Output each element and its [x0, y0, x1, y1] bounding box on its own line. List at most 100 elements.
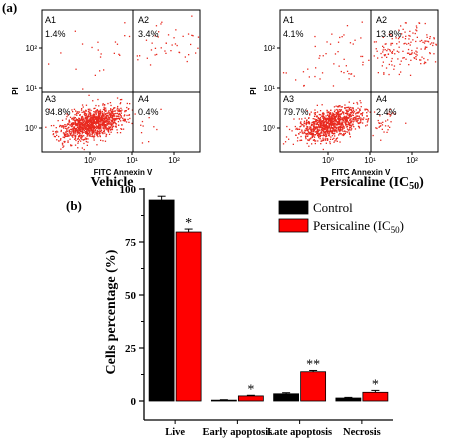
flow-event	[104, 125, 106, 127]
flow-event	[113, 116, 115, 118]
flow-event	[339, 115, 341, 117]
flow-event	[89, 108, 91, 110]
flow-event	[313, 135, 315, 137]
flow-event	[85, 128, 87, 130]
flow-event	[386, 56, 388, 58]
flow-event	[67, 141, 69, 143]
flow-event	[136, 55, 138, 57]
flow-event	[100, 129, 102, 132]
flow-event	[112, 112, 114, 114]
flow-event	[77, 122, 79, 124]
flow-event	[123, 115, 125, 117]
flow-event	[347, 110, 349, 113]
flow-event	[308, 123, 310, 125]
legend-swatch	[278, 218, 309, 233]
flow-event	[322, 119, 325, 122]
flow-event	[104, 140, 107, 142]
flow-event	[81, 111, 83, 113]
flow-event	[360, 55, 362, 58]
flow-event	[329, 142, 331, 145]
flow-event	[319, 124, 322, 126]
flow-event	[331, 123, 333, 125]
flow-event	[329, 123, 332, 125]
flow-event	[72, 134, 74, 136]
flow-event	[345, 120, 347, 122]
flow-event	[387, 53, 390, 55]
flow-event	[311, 121, 314, 123]
flow-event	[318, 120, 320, 122]
flow-event	[75, 110, 77, 112]
flow-event	[113, 107, 115, 110]
flow-event	[411, 52, 413, 54]
flow-event	[72, 118, 74, 120]
flow-event	[91, 119, 93, 121]
flow-event	[354, 128, 357, 130]
flow-event	[342, 111, 344, 113]
flow-event	[82, 88, 84, 90]
flow-event	[81, 147, 83, 149]
flow-event	[401, 33, 403, 35]
flow-event	[320, 118, 322, 120]
flow-event	[93, 128, 95, 130]
flow-event	[337, 41, 340, 43]
flow-event	[322, 148, 324, 151]
flow-event	[103, 122, 105, 124]
flow-event	[79, 118, 81, 120]
flow-event	[343, 121, 345, 123]
flow-event	[312, 128, 315, 130]
flow-event	[382, 51, 384, 53]
flow-event	[325, 115, 327, 117]
flow-event	[337, 106, 339, 108]
flow-event	[100, 125, 102, 128]
flow-event	[106, 118, 108, 120]
flow-event	[124, 120, 126, 122]
flow-event	[327, 114, 329, 116]
flow-event	[305, 138, 307, 140]
flow-event	[333, 127, 335, 129]
flow-event	[74, 131, 76, 133]
flow-event	[88, 126, 90, 128]
flow-event	[81, 134, 83, 136]
quadrant-id: A4	[138, 94, 149, 104]
flow-event	[387, 48, 389, 50]
flow-x-tick-label: 10¹	[126, 156, 138, 165]
flow-event	[318, 125, 320, 127]
flow-event	[339, 117, 342, 119]
flow-event	[92, 120, 94, 122]
flow-event	[70, 124, 72, 126]
flow-event	[80, 128, 83, 130]
flow-event	[331, 33, 333, 35]
flow-event	[306, 128, 308, 130]
quadrant-id: A4	[376, 94, 387, 104]
flow-event	[348, 122, 351, 124]
flow-event	[120, 115, 122, 117]
flow-event	[336, 137, 339, 139]
flow-event	[85, 120, 87, 122]
flow-event	[322, 121, 324, 124]
flow-event	[306, 119, 308, 122]
flow-event	[338, 65, 340, 67]
flow-event	[337, 51, 339, 53]
flow-event	[385, 43, 387, 45]
flow-event	[86, 122, 89, 125]
flow-event	[386, 131, 388, 133]
panel-a-label: (a)	[2, 0, 17, 15]
flow-event	[336, 124, 339, 126]
flow-event	[107, 102, 109, 105]
flow-event	[105, 125, 107, 127]
flow-event	[111, 117, 113, 119]
flow-event	[74, 114, 76, 116]
flow-event	[343, 113, 345, 115]
flow-event	[352, 111, 354, 114]
flow-event	[110, 122, 112, 124]
flow-y-tick-label: 10²	[25, 44, 37, 53]
flow-event	[61, 144, 64, 146]
flow-event	[82, 117, 84, 119]
flow-event	[53, 124, 55, 127]
flow-event	[415, 53, 417, 55]
flow-event	[76, 130, 78, 132]
flow-event	[306, 122, 308, 124]
flow-event	[103, 114, 105, 116]
flow-event	[105, 128, 107, 130]
flow-event	[84, 125, 86, 128]
